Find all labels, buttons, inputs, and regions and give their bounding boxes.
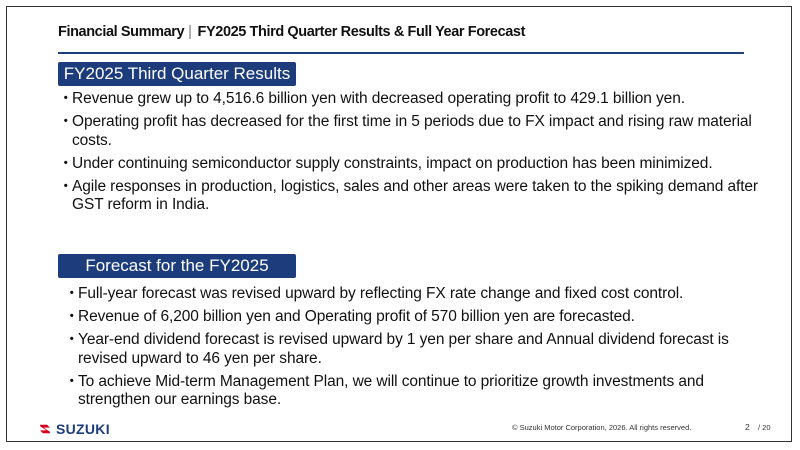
bullet-text: Under continuing semiconductor supply co… bbox=[72, 154, 713, 172]
suzuki-logo: SUZUKI bbox=[38, 420, 110, 438]
header-separator: | bbox=[188, 24, 192, 40]
logo-text: SUZUKI bbox=[56, 421, 110, 437]
bullet-dot: ・ bbox=[58, 113, 74, 130]
slide-frame bbox=[6, 6, 792, 442]
results-bullet-list: ・ Revenue grew up to 4,516.6 billion yen … bbox=[58, 90, 778, 219]
list-item: ・ Operating profit has decreased for the … bbox=[58, 113, 778, 150]
list-item: ・ Under continuing semiconductor supply c… bbox=[58, 155, 778, 174]
list-item: ・ Full-year forecast was revised upward b… bbox=[58, 285, 778, 304]
list-item: ・ Revenue of 6,200 billion yen and Operat… bbox=[58, 308, 778, 327]
forecast-bullet-list: ・ Full-year forecast was revised upward b… bbox=[58, 285, 778, 414]
page-number: 2 bbox=[745, 422, 750, 432]
suzuki-s-mark-icon bbox=[40, 424, 50, 434]
copyright-text: © Suzuki Motor Corporation, 2026. All ri… bbox=[512, 423, 692, 432]
list-item: ・ To achieve Mid-term Management Plan, we… bbox=[58, 373, 778, 410]
bullet-text: Operating profit has decreased for the f… bbox=[72, 113, 752, 149]
list-item: ・ Agile responses in production, logistic… bbox=[58, 178, 778, 215]
bullet-dot: ・ bbox=[58, 90, 74, 107]
slide-header: Financial Summary | FY2025 Third Quarter R… bbox=[58, 24, 748, 46]
bullet-dot: ・ bbox=[58, 154, 74, 172]
bullet-dot: ・ bbox=[64, 331, 80, 348]
header-title: FY2025 Third Quarter Results & Full Year… bbox=[197, 24, 526, 40]
forecast-section-title: Forecast for the FY2025 bbox=[58, 254, 296, 278]
bullet-text: To achieve Mid-term Management Plan, we … bbox=[78, 372, 704, 409]
bullet-text: Revenue of 6,200 billion yen and Operati… bbox=[78, 308, 635, 325]
bullet-dot: ・ bbox=[64, 372, 80, 390]
list-item: ・ Revenue grew up to 4,516.6 billion yen … bbox=[58, 90, 778, 109]
page-total: / 20 bbox=[758, 423, 771, 432]
list-item: ・ Year-end dividend forecast is revised u… bbox=[58, 331, 778, 368]
bullet-text: Full-year forecast was revised upward by… bbox=[78, 285, 684, 302]
header-rule bbox=[58, 52, 744, 54]
bullet-text: Year-end dividend forecast is revised up… bbox=[78, 331, 729, 367]
bullet-text: Agile responses in production, logistics… bbox=[72, 177, 758, 214]
results-section-title: FY2025 Third Quarter Results bbox=[58, 62, 296, 86]
bullet-dot: ・ bbox=[64, 285, 80, 302]
header-section: Financial Summary bbox=[58, 24, 185, 40]
bullet-dot: ・ bbox=[64, 308, 80, 325]
bullet-dot: ・ bbox=[58, 177, 74, 195]
bullet-text: Revenue grew up to 4,516.6 billion yen w… bbox=[72, 90, 685, 107]
